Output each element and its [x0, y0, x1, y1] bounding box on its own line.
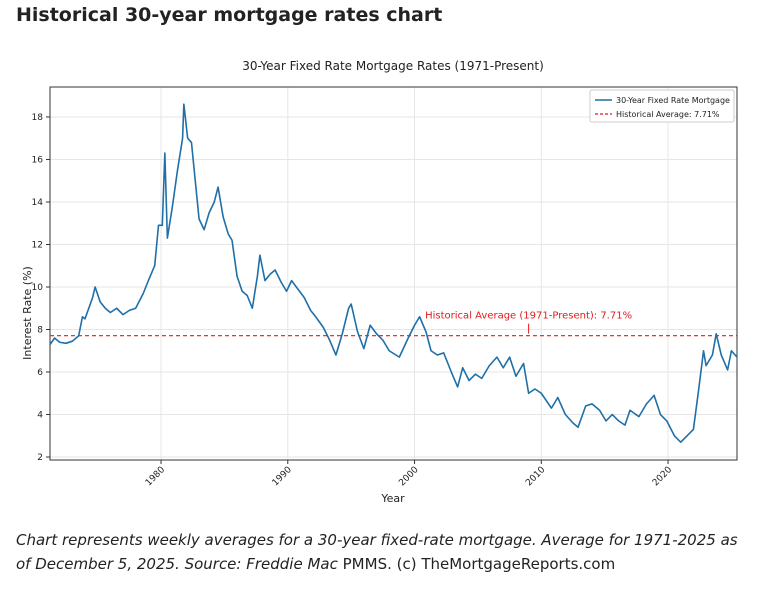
caption-source: PMMS. (c) TheMortgageReports.com: [342, 555, 616, 573]
x-tick-label: 2000: [397, 465, 420, 488]
plot-background: [50, 87, 737, 460]
chart-title: 30-Year Fixed Rate Mortgage Rates (1971-…: [242, 59, 544, 73]
x-tick-label: 2020: [651, 465, 674, 488]
caption-text: Chart represents weekly averages for a 3…: [16, 531, 738, 573]
y-axis-label: Interest Rate (%): [21, 266, 34, 360]
series-line: [49, 103, 738, 443]
y-tick-label: 16: [32, 155, 44, 165]
x-tick-label: 1990: [271, 465, 294, 488]
y-tick-label: 4: [37, 411, 43, 421]
plot-frame: [49, 86, 738, 461]
annotation: Historical Average (1971-Present): 7.71%: [425, 311, 632, 322]
y-tick-label: 8: [37, 326, 43, 336]
page-title: Historical 30-year mortgage rates chart: [16, 4, 443, 26]
legend-label: 30-Year Fixed Rate Mortgage: [616, 96, 730, 105]
caption: Chart represents weekly averages for a 3…: [16, 528, 756, 576]
y-tick-label: 14: [32, 198, 44, 208]
legend-box: [589, 89, 735, 123]
chart: 30-Year Fixed Rate Mortgage Rates (1971-…: [21, 59, 738, 505]
x-axis-label: Year: [380, 492, 405, 505]
y-tick-label: 6: [37, 368, 43, 378]
x-tick-label: 1980: [144, 465, 167, 488]
y-tick-label: 2: [37, 453, 43, 463]
x-tick-label: 2010: [524, 465, 547, 488]
y-tick-label: 12: [32, 240, 43, 250]
y-tick-label: 10: [32, 283, 44, 293]
y-tick-label: 18: [32, 113, 44, 123]
legend-label: Historical Average: 7.71%: [616, 110, 720, 119]
